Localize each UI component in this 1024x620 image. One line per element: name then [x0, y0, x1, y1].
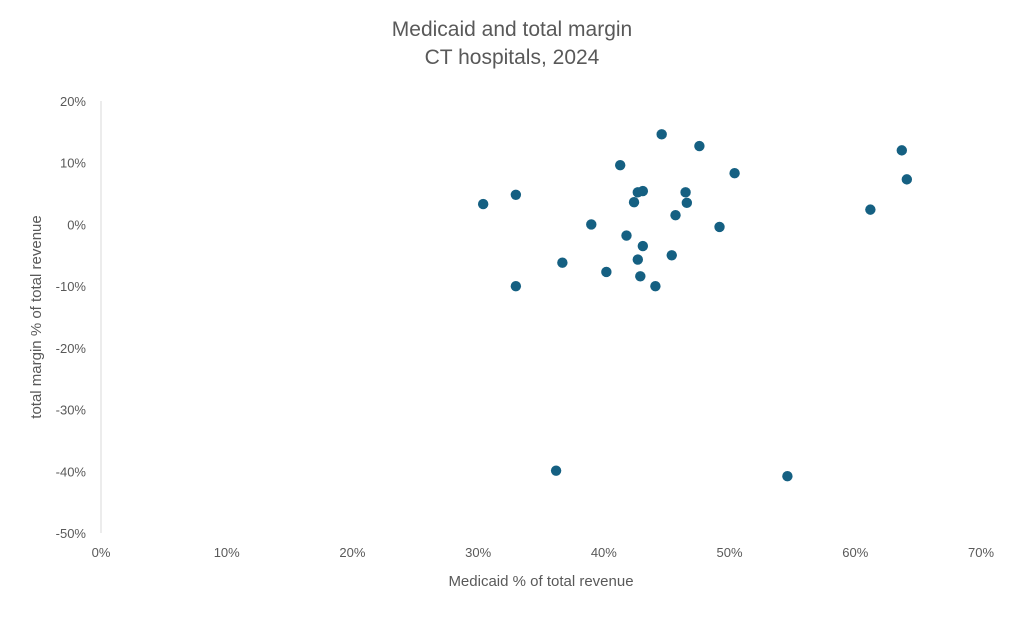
data-point: [637, 185, 649, 197]
data-point: [865, 204, 876, 215]
data-point: [510, 189, 522, 201]
x-tick-label: 30%: [465, 545, 491, 560]
x-tick-label: 70%: [968, 545, 994, 560]
x-tick-label: 60%: [842, 545, 868, 560]
y-tick-label: -30%: [56, 403, 87, 418]
y-tick-label: 20%: [60, 94, 86, 109]
data-point: [650, 280, 661, 292]
data-point: [628, 197, 640, 208]
x-tick-label: 10%: [214, 545, 240, 560]
data-point: [666, 250, 677, 261]
x-tick-label: 20%: [339, 545, 365, 560]
x-tick-label: 40%: [591, 545, 617, 560]
data-point: [680, 187, 691, 198]
data-point: [901, 174, 913, 185]
data-point: [601, 266, 612, 278]
data-point: [635, 271, 646, 282]
data-point: [637, 240, 649, 252]
data-point: [632, 254, 643, 265]
data-point: [714, 221, 725, 233]
data-point: [896, 145, 907, 156]
data-point: [615, 159, 626, 171]
y-tick-label: -20%: [56, 341, 87, 356]
y-tick-label: 0%: [67, 217, 86, 232]
y-tick-label: -10%: [56, 279, 87, 294]
y-tick-label: -50%: [56, 526, 87, 541]
chart-subtitle: CT hospitals, 2024: [424, 46, 600, 69]
data-point: [656, 129, 667, 140]
x-tick-label: 0%: [92, 545, 111, 560]
chart-title: Medicaid and total margin: [391, 18, 633, 41]
x-tick-label: 50%: [717, 545, 743, 560]
y-tick-label: 10%: [60, 156, 86, 171]
data-point: [586, 219, 597, 230]
data-point: [681, 197, 693, 209]
data-point: [510, 280, 522, 292]
data-point: [477, 198, 489, 210]
data-point: [670, 209, 681, 221]
data-point: [621, 230, 632, 241]
data-point: [782, 471, 793, 482]
x-axis-label: Medicaid % of total revenue: [448, 573, 633, 590]
y-axis-label: total margin % of total revenue: [28, 215, 45, 418]
data-point: [729, 168, 740, 179]
data-point: [694, 140, 705, 152]
data-point: [550, 465, 562, 476]
data-point: [557, 257, 568, 268]
y-tick-label: -40%: [56, 464, 87, 479]
